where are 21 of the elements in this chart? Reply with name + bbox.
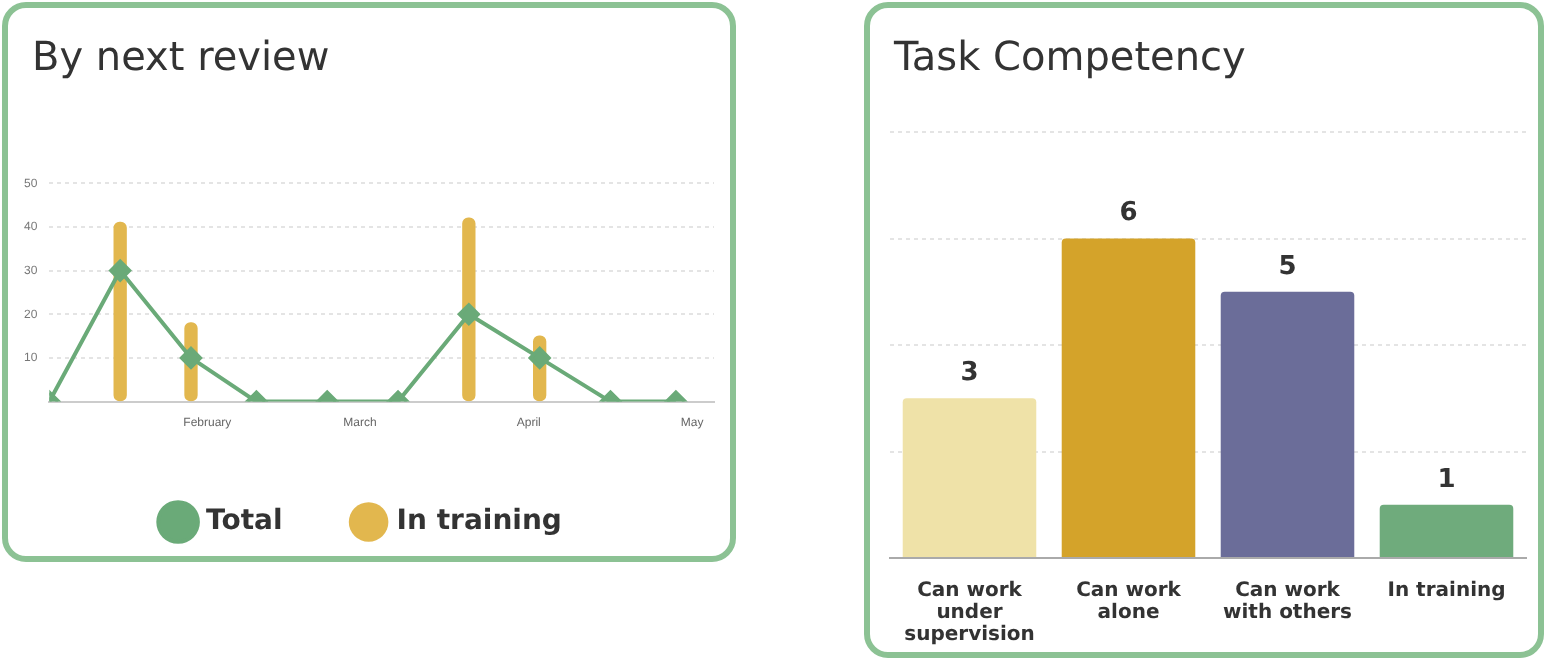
x-tick-label: Can work with others — [1223, 580, 1353, 625]
data-label: 1 — [1437, 464, 1456, 495]
bar — [1061, 238, 1196, 557]
x-tick-label: Can work under supervision — [904, 580, 1035, 647]
legend-label: Total — [206, 505, 283, 538]
bar — [1220, 291, 1355, 557]
legend-label: In training — [396, 505, 562, 538]
data-label: 3 — [960, 358, 979, 388]
x-tick-label: Can work alone — [1076, 580, 1182, 625]
data-label: 5 — [1278, 251, 1297, 282]
data-label: 6 — [1119, 198, 1138, 229]
point — [109, 259, 132, 282]
point — [528, 346, 551, 369]
point — [457, 303, 480, 326]
point — [180, 346, 202, 369]
bar — [462, 217, 476, 402]
bar — [902, 398, 1037, 557]
bar — [1379, 504, 1514, 557]
chart-title: By next review — [32, 32, 330, 80]
x-tick-label: In training — [1387, 580, 1506, 603]
chart-title: Task Competency — [894, 32, 1246, 80]
